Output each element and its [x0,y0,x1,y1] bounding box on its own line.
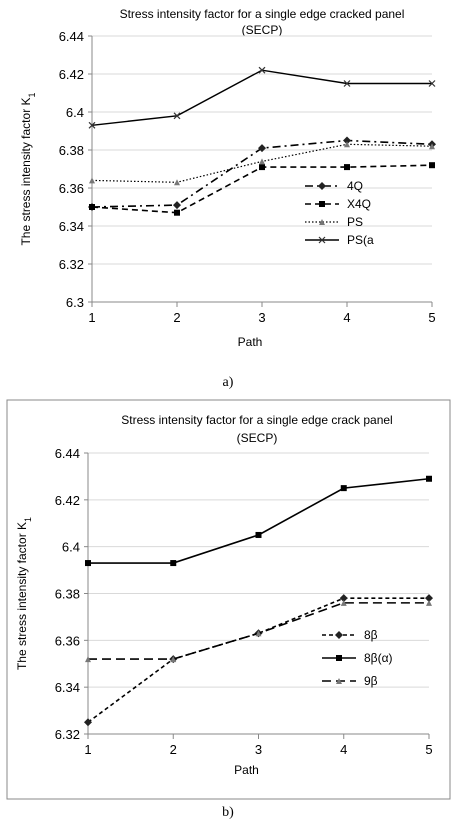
chart-b-xtick-label: 1 [84,742,91,757]
chart-a-series-1-point [344,164,350,171]
chart-a-legend-label-3: PS(a [347,233,374,247]
chart-b-ylabel-subscript: 1 [23,517,33,522]
chart-a-series-2-point [89,177,95,184]
chart-a-series-2-point [259,158,265,165]
chart-a-series-0-point [343,136,351,145]
chart-b-ytick-label: 6.36 [55,633,80,648]
chart-a-xtick-label: 1 [88,310,95,325]
chart-b-legend-label-1: 8β(α) [364,651,393,665]
chart-a-ytick-label: 6.38 [59,143,84,158]
chart-a-legend-label-1: X4Q [347,197,371,211]
chart-a-xlabel: Path [238,335,263,349]
chart-b-series-0-point [339,594,348,603]
chart-b-series-0-line [87,597,429,723]
chart-a-xtick-label: 3 [258,310,265,325]
chart-b-ylabel: The stress intensity factor K1 [15,517,33,670]
chart-b-legend-label-2: 9β [364,674,378,688]
chart-a-legend-marker-3 [318,236,326,244]
chart-a-series-1-point [174,209,180,216]
chart-a-series-3-point [88,121,96,129]
chart-b-title-line2: (SECP) [237,431,278,445]
chart-b-legend-marker-1 [336,655,342,661]
chart-b-legend-marker-0 [335,631,343,639]
chart-a: Stress intensity factor for a single edg… [19,7,436,390]
chart-a-legend-label-2: PS [347,215,363,229]
chart-b-frame [6,399,451,800]
chart-a-legend-label-0: 4Q [347,179,363,193]
chart-a-series-2-point [429,143,435,150]
chart-a-series-3-point [173,112,181,120]
chart-a-ytick-label: 6.3 [66,295,84,310]
chart-a-legend-marker-2 [319,219,325,225]
chart-b-ytick-label: 6.34 [55,680,80,695]
chart-a-series-1-line [91,164,433,214]
chart-a-legend-marker-0 [318,182,326,190]
chart-b-series-2-point [170,656,177,663]
chart-b-series-0-point [84,718,92,727]
chart-b-ytick-label: 6.38 [55,587,80,602]
chart-b-series-2-point [255,630,262,637]
chart-a-ytick-label: 6.34 [59,219,84,234]
chart-b-series-1-line [88,477,430,564]
chart-b-series-0-point [425,594,433,603]
chart-b-series-2-point [340,599,347,606]
chart-a-xtick-label: 2 [173,310,180,325]
chart-a-series-2-point [174,179,180,186]
chart-a-series-3-point [343,80,351,87]
chart-b-xtick-label: 2 [170,742,177,757]
chart-b: Stress intensity factor for a single edg… [6,399,451,820]
chart-a-series-0-point [173,201,181,210]
chart-a-title: Stress intensity factor for a single edg… [120,7,405,21]
chart-a-ytick-label: 6.4 [66,105,84,120]
chart-b-title: Stress intensity factor for a single edg… [121,413,392,427]
chart-a-series-1-point [89,204,95,210]
chart-b-ytick-label: 6.42 [55,493,80,508]
chart-a-caption: a) [223,375,234,390]
chart-b-ytick-label: 6.32 [55,727,80,742]
chart-a-series-2-point [344,141,350,148]
chart-a-series-1-point [259,164,265,171]
chart-a-xtick-label: 4 [343,310,350,325]
chart-a-ylabel-subscript: 1 [27,92,37,97]
chart-a-ytick-label: 6.44 [59,29,84,44]
chart-a-series-1-point [429,162,435,169]
chart-b-series-1-point [426,475,432,482]
chart-a-ytick-label: 6.42 [59,67,84,82]
chart-a-title-line2: (SECP) [242,23,283,37]
chart-b-series-1-point [85,560,91,567]
chart-a-series-0-point [258,144,266,153]
chart-b-ytick-label: 6.44 [55,446,80,461]
chart-a-xtick-label: 5 [428,310,435,325]
chart-a-ylabel: The stress intensity factor K1 [19,92,37,245]
chart-b-caption: b) [222,805,234,820]
chart-a-ytick-label: 6.32 [59,257,84,272]
chart-b-series-1-point [340,485,347,492]
chart-b-series-2-point [426,599,432,606]
chart-b-xtick-label: 4 [340,742,347,757]
chart-b-legend-label-0: 8β [364,628,378,642]
chart-b-series-1-point [255,531,262,538]
chart-a-series-3-point [258,66,266,74]
chart-b-xlabel: Path [234,763,259,777]
chart-a-series-3-point [428,80,436,87]
chart-b-xtick-label: 5 [425,742,432,757]
chart-a-ytick-label: 6.36 [59,181,84,196]
chart-b-legend-marker-2 [336,678,342,684]
chart-b-series-1-point [170,560,177,567]
chart-b-xtick-label: 3 [255,742,262,757]
chart-b-ytick-label: 6.4 [62,540,80,555]
chart-b-series-2-point [85,656,91,663]
chart-a-series-3-line [91,69,432,126]
chart-a-legend-marker-1 [319,201,325,207]
